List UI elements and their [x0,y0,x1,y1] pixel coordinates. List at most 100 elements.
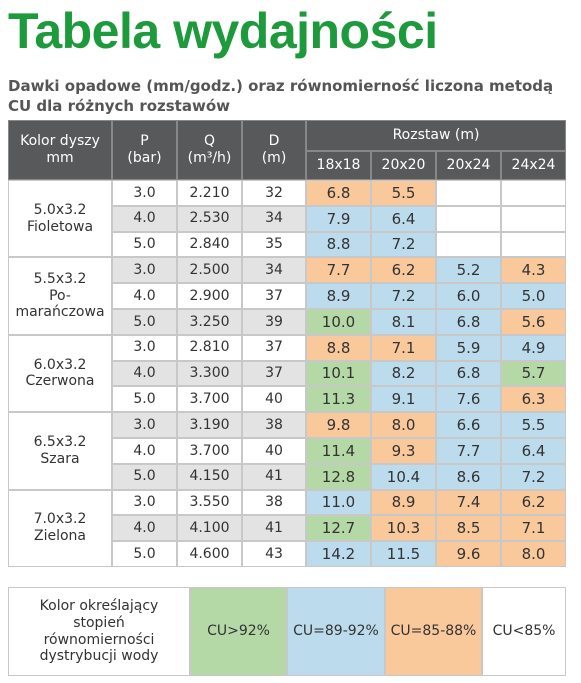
cell-text: 2.530 [189,210,230,227]
rate-cell: 7.6 [436,386,501,413]
rate-cell [436,231,501,258]
cell-text: 37 [265,339,283,356]
cell-text: 5.9 [456,338,481,357]
legend-text: CU<85% [492,623,556,640]
rate-cell: 14.2 [306,541,371,567]
param-cell: 3.0 [112,334,177,361]
cell-text: 3.700 [189,390,230,407]
rate-cell: 7.2 [371,231,436,258]
cell-text: 3.0 [133,184,156,201]
cell-text: 7.2 [391,287,416,306]
nozzle-line: Fioletowa [26,218,94,235]
cell-text: 9.8 [326,416,351,435]
header-line: (m) [261,150,287,166]
cell-text: 37 [265,287,283,304]
cell-text: 4.600 [189,545,230,562]
cell-text: 8.0 [391,416,416,435]
param-cell: 3.0 [112,489,177,516]
cell-text: 3.0 [133,339,156,356]
legend-item: CU=89-92% [287,587,385,676]
rate-cell: 10.4 [371,463,436,490]
legend-line: dystrybucji wody [39,648,159,665]
cell-text: 4.0 [133,365,156,382]
param-cell: 3.0 [112,257,177,284]
param-cell: 3.0 [112,180,177,206]
cell-text: 4.100 [189,519,230,536]
rate-cell: 10.1 [306,360,371,387]
spacing-label: 20x20 [371,151,436,180]
cell-text: 3.190 [189,416,230,433]
param-cell: 2.840 [177,231,242,258]
rate-cell: 10.0 [306,309,371,335]
param-cell: 2.500 [177,257,242,284]
rate-cell [501,205,566,232]
cell-text: 3.0 [133,494,156,511]
nozzle-line: Zielona [33,528,86,545]
rate-cell: 9.3 [371,438,436,464]
cell-text: 8.8 [326,338,351,357]
cell-text: 6.4 [391,209,416,228]
rate-cell: 9.8 [306,412,371,438]
cell-text: 7.4 [456,493,481,512]
nozzle-label: 5.5x3.2 Po-marańczowa [8,257,112,335]
param-cell: 37 [242,283,306,309]
rate-cell: 7.7 [306,257,371,284]
cell-text: 6.4 [521,441,546,460]
cell-text: 3.700 [189,442,230,459]
cell-text: 38 [265,416,283,433]
title: Tabela wydajności [8,3,438,59]
rate-cell [501,180,566,206]
cell-text: 3.250 [189,313,230,330]
cell-text: 34 [265,261,283,278]
header-line: (m³/h) [187,150,232,166]
header-line: Q [203,133,216,150]
cell-text: 11.3 [321,390,356,409]
param-cell: 41 [242,515,306,542]
cell-text: 38 [265,494,283,511]
rate-cell: 7.1 [501,515,566,542]
legend-text: CU>92% [207,623,270,640]
legend-text: CU=85-88% [390,623,477,640]
cell-text: 6.2 [521,493,546,512]
param-cell: 37 [242,360,306,387]
cell-text: 8.9 [326,287,351,306]
param-cell: 2.530 [177,205,242,232]
cell-text: 4.3 [521,261,546,280]
rate-cell: 10.3 [371,515,436,542]
rate-cell [501,231,566,258]
cell-text: 40 [265,442,283,459]
cell-text: 7.2 [391,235,416,254]
nozzle-line: 6.0x3.2 [33,356,87,373]
param-cell: 5.0 [112,386,177,413]
header-line: D [268,133,280,150]
cell-text: 10.1 [321,364,356,383]
cell-text: 8.0 [521,545,546,564]
rate-cell: 7.9 [306,205,371,232]
cell-text: 12.8 [321,467,356,486]
header-line: (bar) [127,150,162,166]
cell-text: 2.840 [189,236,230,253]
cell-text: 2.500 [189,261,230,278]
cell-text: 6.3 [521,390,546,409]
cell-text: 41 [265,519,283,536]
rate-cell: 11.4 [306,438,371,464]
param-cell: 5.0 [112,309,177,335]
param-cell: 3.250 [177,309,242,335]
rate-cell: 6.3 [501,386,566,413]
param-cell: 38 [242,489,306,516]
cell-text: 39 [265,313,283,330]
header-text: 20x20 [381,157,426,174]
rate-cell: 5.0 [501,283,566,309]
cell-text: 10.3 [386,519,421,538]
rate-cell: 8.1 [371,309,436,335]
param-cell: 4.0 [112,205,177,232]
cell-text: 7.9 [326,209,351,228]
cell-text: 6.0 [456,287,481,306]
cell-text: 5.0 [133,390,156,407]
rate-cell: 4.9 [501,334,566,361]
param-cell: 34 [242,205,306,232]
rate-cell: 11.5 [371,541,436,567]
rate-cell: 8.5 [436,515,501,542]
param-cell: 3.700 [177,438,242,464]
nozzle-line: 7.0x3.2 [33,511,87,528]
